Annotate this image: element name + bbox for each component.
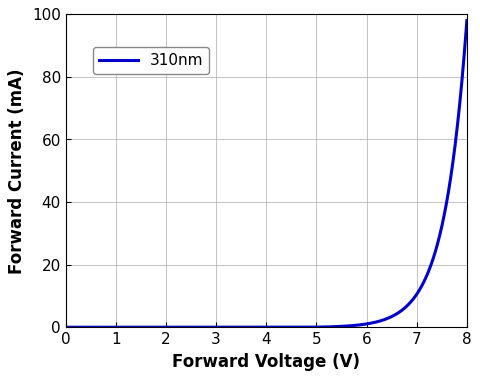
310nm: [258, 325, 264, 329]
310nm: [83, 325, 89, 329]
Line: 310nm: 310nm: [66, 20, 467, 327]
Legend: 310nm: 310nm: [93, 47, 209, 74]
X-axis label: Forward Voltage (V): Forward Voltage (V): [172, 353, 360, 371]
310nm: [379, 318, 384, 323]
310nm: [452, 144, 458, 148]
310nm: [63, 325, 69, 329]
310nm: [452, 142, 458, 147]
Y-axis label: Forward Current (mA): Forward Current (mA): [8, 68, 26, 274]
310nm: [247, 325, 253, 329]
310nm: [464, 18, 470, 23]
